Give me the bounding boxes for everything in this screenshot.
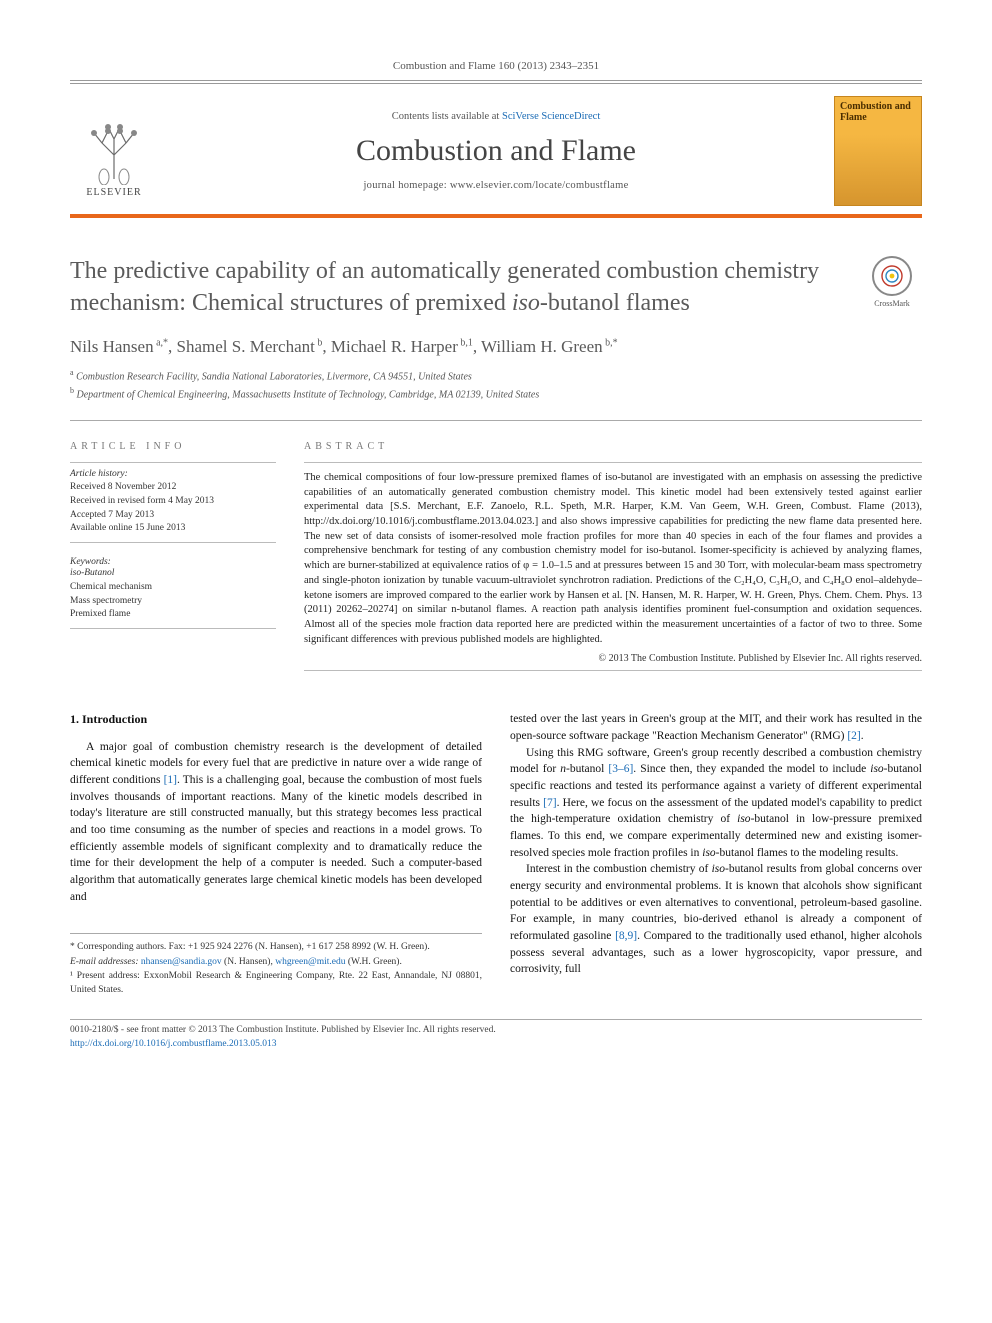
publisher-logo[interactable]: ELSEVIER bbox=[70, 104, 158, 198]
email-link-2[interactable]: whgreen@mit.edu bbox=[275, 957, 345, 967]
article-info-label: ARTICLE INFO bbox=[70, 441, 276, 452]
affil-text: Combustion Research Facility, Sandia Nat… bbox=[76, 372, 472, 383]
body-columns: 1. Introduction A major goal of combusti… bbox=[70, 711, 922, 997]
abstract-copyright: © 2013 The Combustion Institute. Publish… bbox=[304, 653, 922, 664]
info-rule bbox=[70, 542, 276, 543]
affil-text: Department of Chemical Engineering, Mass… bbox=[77, 389, 540, 400]
abstract-text: The chemical compositions of four low-pr… bbox=[304, 471, 922, 647]
article-title-block: The predictive capability of an automati… bbox=[70, 256, 922, 319]
affiliation-a: a Combustion Research Facility, Sandia N… bbox=[70, 367, 922, 384]
header-rule-top bbox=[70, 80, 922, 84]
keyword-item: Chemical mechanism bbox=[70, 581, 276, 595]
elsevier-tree-icon bbox=[78, 119, 150, 185]
abstract-rule-bottom bbox=[304, 670, 922, 671]
history-received: Received 8 November 2012 bbox=[70, 481, 276, 495]
article-info-column: ARTICLE INFO Article history: Received 8… bbox=[70, 441, 276, 671]
email-label: E-mail addresses: bbox=[70, 957, 141, 967]
section-heading-intro: 1. Introduction bbox=[70, 711, 482, 728]
divider-rule bbox=[70, 420, 922, 421]
corresponding-author-note: * Corresponding authors. Fax: +1 925 924… bbox=[70, 940, 482, 954]
intro-paragraph-2c: Interest in the combustion chemistry of … bbox=[510, 861, 922, 978]
abstract-label: ABSTRACT bbox=[304, 441, 922, 452]
contents-available-line: Contents lists available at SciVerse Sci… bbox=[172, 111, 820, 122]
email-who-1: (N. Hansen), bbox=[222, 957, 276, 967]
abstract-column: ABSTRACT The chemical compositions of fo… bbox=[304, 441, 922, 671]
citation-header: Combustion and Flame 160 (2013) 2343–235… bbox=[70, 60, 922, 72]
masthead-center: Contents lists available at SciVerse Sci… bbox=[172, 111, 820, 191]
crossmark-label: CrossMark bbox=[862, 299, 922, 308]
publisher-name: ELSEVIER bbox=[86, 187, 141, 198]
journal-homepage-line: journal homepage: www.elsevier.com/locat… bbox=[172, 180, 820, 191]
sciencedirect-link[interactable]: SciVerse ScienceDirect bbox=[502, 111, 600, 122]
intro-paragraph-2a: tested over the last years in Green's gr… bbox=[510, 711, 922, 744]
title-italic: iso bbox=[512, 290, 540, 316]
history-revised: Received in revised form 4 May 2013 bbox=[70, 495, 276, 509]
contents-prefix: Contents lists available at bbox=[392, 111, 502, 122]
crossmark-widget[interactable]: CrossMark bbox=[862, 256, 922, 308]
page-container: Combustion and Flame 160 (2013) 2343–235… bbox=[0, 0, 992, 1091]
keywords-label: Keywords: bbox=[70, 557, 276, 567]
affil-sup: b bbox=[70, 386, 74, 395]
history-online: Available online 15 June 2013 bbox=[70, 522, 276, 536]
history-accepted: Accepted 7 May 2013 bbox=[70, 509, 276, 523]
bottom-rule bbox=[70, 1019, 922, 1020]
authors-line: Nils Hansen a,*, Shamel S. Merchant b, M… bbox=[70, 337, 922, 357]
masthead: ELSEVIER Contents lists available at Sci… bbox=[70, 86, 922, 218]
intro-paragraph-1: A major goal of combustion chemistry res… bbox=[70, 739, 482, 906]
article-title: The predictive capability of an automati… bbox=[70, 256, 842, 319]
bottom-meta: 0010-2180/$ - see front matter © 2013 Th… bbox=[70, 1024, 922, 1051]
keyword-iso: iso-Butanol bbox=[70, 568, 114, 578]
keyword-item: iso-Butanol bbox=[70, 567, 276, 581]
email-addresses-line: E-mail addresses: nhansen@sandia.gov (N.… bbox=[70, 955, 482, 969]
info-rule bbox=[70, 628, 276, 629]
email-link-1[interactable]: nhansen@sandia.gov bbox=[141, 957, 222, 967]
homepage-url[interactable]: www.elsevier.com/locate/combustflame bbox=[450, 180, 629, 191]
corresponding-footnotes: * Corresponding authors. Fax: +1 925 924… bbox=[70, 933, 482, 997]
body-col-left: 1. Introduction A major goal of combusti… bbox=[70, 711, 482, 997]
body-col-right: tested over the last years in Green's gr… bbox=[510, 711, 922, 997]
affiliations: a Combustion Research Facility, Sandia N… bbox=[70, 367, 922, 402]
doi-link[interactable]: http://dx.doi.org/10.1016/j.combustflame… bbox=[70, 1038, 922, 1051]
abstract-rule bbox=[304, 462, 922, 463]
title-part2: -butanol flames bbox=[540, 290, 690, 316]
affil-sup: a bbox=[70, 368, 74, 377]
keyword-item: Mass spectrometry bbox=[70, 595, 276, 609]
journal-cover-thumbnail[interactable]: Combustion and Flame bbox=[834, 96, 922, 206]
info-abstract-row: ARTICLE INFO Article history: Received 8… bbox=[70, 441, 922, 671]
history-label: Article history: bbox=[70, 469, 276, 479]
keyword-item: Premixed flame bbox=[70, 608, 276, 622]
issn-copyright-line: 0010-2180/$ - see front matter © 2013 Th… bbox=[70, 1024, 922, 1037]
affiliation-b: b Department of Chemical Engineering, Ma… bbox=[70, 385, 922, 402]
cover-title: Combustion and Flame bbox=[840, 102, 916, 123]
journal-name: Combustion and Flame bbox=[172, 134, 820, 168]
title-part1: The predictive capability of an automati… bbox=[70, 258, 819, 316]
email-who-2: (W.H. Green). bbox=[345, 957, 401, 967]
present-address-note: ¹ Present address: ExxonMobil Research &… bbox=[70, 969, 482, 998]
intro-paragraph-2b: Using this RMG software, Green's group r… bbox=[510, 745, 922, 862]
homepage-prefix: journal homepage: bbox=[363, 180, 449, 191]
crossmark-badge-icon bbox=[872, 256, 912, 296]
info-rule bbox=[70, 462, 276, 463]
